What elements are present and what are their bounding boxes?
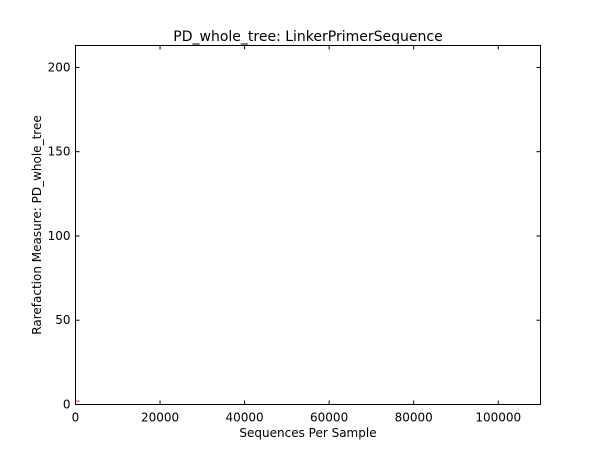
y-axis-label: Rarefaction Measure: PD_whole_tree xyxy=(30,115,44,334)
x-tick-label: 80000 xyxy=(395,411,433,425)
chart-title: PD_whole_tree: LinkerPrimerSequence xyxy=(173,29,442,45)
x-axis-label: Sequences Per Sample xyxy=(239,426,376,440)
y-tick-label: 100 xyxy=(48,229,71,243)
y-tick-label: 0 xyxy=(63,398,71,412)
y-tick-label: 150 xyxy=(48,145,71,159)
x-tick-label: 40000 xyxy=(225,411,263,425)
plot-frame xyxy=(75,45,541,405)
x-tick-label: 60000 xyxy=(310,411,348,425)
x-axis-ticks: 0 20000 40000 60000 80000 100000 xyxy=(72,45,521,425)
y-axis-ticks: 0 50 100 150 200 xyxy=(48,60,541,412)
x-tick-label: 0 xyxy=(72,411,80,425)
x-tick-label: 20000 xyxy=(141,411,179,425)
y-tick-label: 200 xyxy=(48,60,71,74)
y-tick-label: 50 xyxy=(55,313,70,327)
x-tick-label: 100000 xyxy=(475,411,521,425)
